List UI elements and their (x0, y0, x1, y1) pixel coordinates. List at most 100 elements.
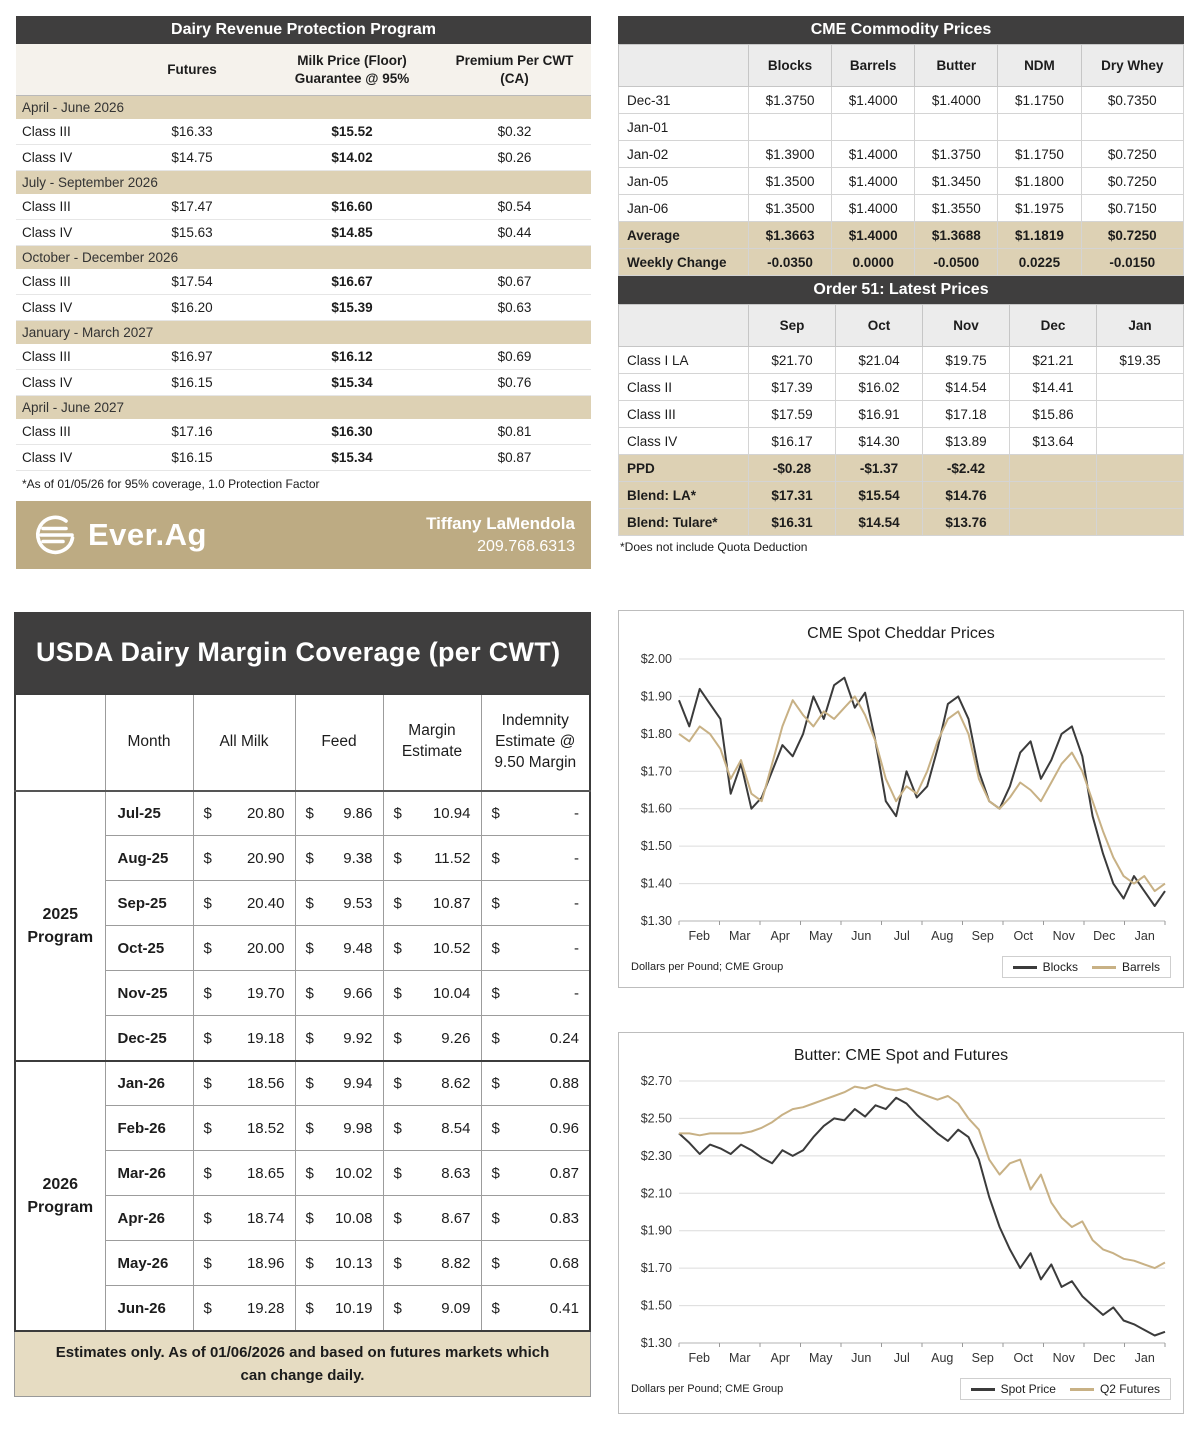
x-tick-label: Sep (972, 1351, 994, 1365)
money-value: 10.19 (334, 1299, 373, 1317)
dmc-margin-cell: $9.09 (382, 1285, 482, 1332)
price-value-cell: $1.1750 (997, 86, 1082, 114)
contact-name: Tiffany LaMendola (426, 513, 575, 533)
drp-floor-cell: $16.67 (266, 269, 438, 296)
dmc-feed-cell: $9.48 (294, 925, 384, 972)
dmc-margin-cell: $8.54 (382, 1105, 482, 1152)
y-tick-label: $2.00 (641, 652, 672, 666)
butter-chart-svg: $1.30 $1.50 $1.70 $1.90 $2.10 $2.30 $2.50 $2.70… (641, 1074, 1166, 1365)
order51-title: Order 51: Latest Prices (618, 276, 1184, 304)
price-value-cell: -0.0500 (914, 248, 999, 276)
x-tick-label: Sep (972, 929, 994, 943)
dollar-sign: $ (203, 1254, 212, 1272)
drp-premium-cell: $0.67 (438, 269, 591, 296)
price-row-label: Jan-05 (618, 167, 749, 195)
order51-price-table: Sep Oct Nov Dec Jan Class I LA $21.70 $21.04 $19… (618, 304, 1184, 536)
dollar-sign: $ (393, 1119, 402, 1137)
price-value-cell (1080, 113, 1184, 141)
money-value: 8.67 (441, 1209, 471, 1227)
price-value-cell: $1.1800 (997, 167, 1082, 195)
dmc-month-cell: Aug-25 (104, 835, 194, 882)
drp-data-row: Class IV $16.15 $15.34 $0.87 (16, 444, 591, 472)
dollar-sign: $ (491, 1119, 500, 1137)
x-tick-label: Aug (931, 929, 953, 943)
dollar-sign: $ (203, 1075, 212, 1093)
dmc-feed-cell: $10.02 (294, 1150, 384, 1197)
price-row-label: Class I LA (618, 346, 749, 374)
y-tick-label: $1.30 (641, 1336, 672, 1350)
dmc-data-row: Mar-26 $18.65 $10.02 $8.63 $0.87 (15, 1150, 591, 1197)
drp-futures-cell: $16.20 (118, 294, 266, 322)
price-value-cell: $1.3750 (747, 86, 833, 114)
price-row-label: Class II (618, 373, 749, 401)
money-value: 20.00 (246, 939, 285, 957)
butter-chart-source: Dollars per Pound; CME Group (631, 1383, 784, 1395)
dmc-program-label: 2026 Program (14, 1059, 106, 1332)
drp-class-cell: Class III (16, 119, 118, 146)
price-column-header: Barrels (831, 44, 916, 87)
drp-floor-cell: $16.60 (266, 194, 438, 221)
dmc-month-cell: Mar-26 (104, 1150, 194, 1197)
drp-premium-cell: $0.26 (438, 144, 591, 172)
price-value-cell: $13.76 (922, 508, 1010, 536)
drp-section-label: April - June 2026 (16, 95, 591, 120)
dmc-month-cell: Nov-25 (104, 970, 194, 1017)
price-value-cell (1096, 427, 1184, 455)
x-tick-label: Feb (688, 1351, 710, 1365)
dmc-all-milk-cell: $20.40 (192, 880, 296, 927)
dmc-indemnity-cell: $0.88 (480, 1059, 591, 1107)
price-value-cell: $1.3900 (747, 140, 833, 168)
everag-logo-icon (36, 515, 75, 555)
dollar-sign: $ (393, 1209, 402, 1227)
dmc-month-cell: Jul-25 (104, 790, 194, 837)
price-value-cell: -$2.42 (922, 454, 1010, 482)
price-data-row: Class II $17.39 $16.02 $14.54 $14.41 (618, 373, 1184, 401)
dmc-month-cell: Apr-26 (104, 1195, 194, 1242)
price-value-cell (1009, 481, 1097, 509)
brand-bar: Ever.Ag Tiffany LaMendola 209.768.6313 (16, 501, 591, 570)
butter-chart-footer: Dollars per Pound; CME Group Spot Price Q… (629, 1378, 1173, 1400)
dollar-sign: $ (393, 894, 402, 912)
dmc-header-month: Month (104, 693, 194, 792)
dmc-header-indemnity-line1: Indemnity (501, 712, 569, 729)
legend-item: Blocks (1012, 960, 1078, 974)
dollar-sign: $ (305, 939, 314, 957)
dmc-indemnity-cell: $0.68 (480, 1240, 591, 1287)
price-value-cell: $17.31 (748, 481, 836, 509)
dmc-month-cell: Jun-26 (104, 1285, 194, 1332)
price-data-row: Jan-05 $1.3500 $1.4000 $1.3450 $1.1800 $0.725… (618, 167, 1184, 195)
drp-futures-cell: $17.47 (118, 194, 266, 221)
price-row-label: Jan-01 (618, 113, 749, 141)
drp-class-cell: Class IV (16, 144, 118, 172)
dollar-sign: $ (203, 939, 212, 957)
dollar-sign: $ (491, 1029, 500, 1047)
dmc-feed-cell: $10.13 (294, 1240, 384, 1287)
dollar-sign: $ (203, 1029, 212, 1047)
dollar-sign: $ (305, 984, 314, 1002)
dmc-data-row: Nov-25 $19.70 $9.66 $10.04 $ - (15, 970, 591, 1017)
price-value-cell (831, 113, 916, 141)
dollar-sign: $ (305, 1299, 314, 1317)
price-value-cell (1096, 373, 1184, 401)
legend-swatch (1069, 1387, 1094, 1391)
y-tick-label: $1.70 (641, 1261, 672, 1275)
price-value-cell: $1.4000 (831, 86, 916, 114)
price-value-cell: $13.89 (922, 427, 1010, 455)
drp-section-label: October - December 2026 (16, 245, 591, 270)
dollar-sign: $ (203, 849, 212, 867)
price-data-row: Weekly Change -0.0350 0.0000 -0.0500 0.0225-… (618, 248, 1184, 276)
dmc-header-margin: Margin Estimate (382, 693, 482, 792)
y-tick-label: $1.90 (641, 1224, 672, 1238)
price-column-header: Blocks (747, 44, 833, 87)
drp-premium-cell: $0.54 (438, 194, 591, 221)
x-tick-label: Feb (688, 929, 710, 943)
dollar-sign: $ (393, 849, 402, 867)
drp-class-cell: Class III (16, 269, 118, 296)
dmc-indemnity-cell: $ - (480, 970, 591, 1017)
drp-header-futures: Futures (118, 44, 266, 97)
drp-data-row: Class IV $14.75 $14.02 $0.26 (16, 144, 591, 172)
price-value-cell: -$1.37 (835, 454, 923, 482)
money-value: 11.52 (434, 849, 471, 867)
money-value: 19.70 (246, 984, 285, 1002)
drp-futures-cell: $16.15 (118, 444, 266, 472)
